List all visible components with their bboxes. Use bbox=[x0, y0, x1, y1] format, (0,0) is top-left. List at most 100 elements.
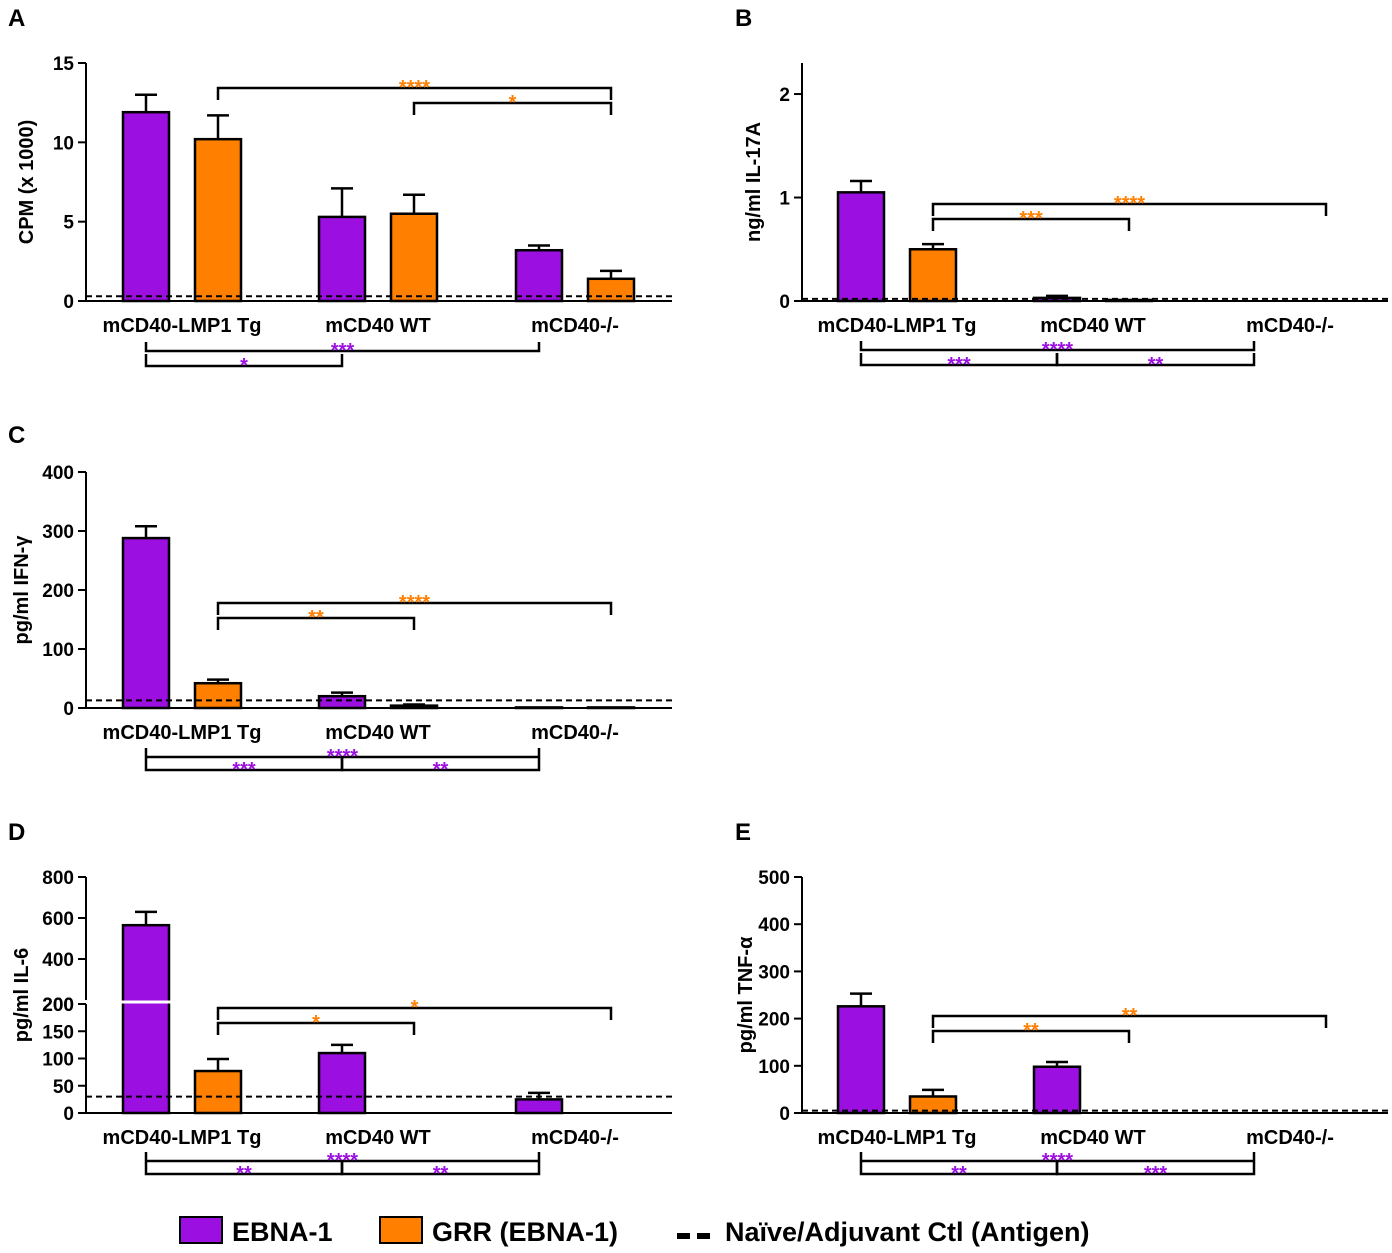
y-tick-label: 200 bbox=[42, 995, 74, 1016]
significance-bracket bbox=[931, 1029, 1131, 1043]
significance-label: * bbox=[312, 1012, 320, 1034]
significance-bracket bbox=[144, 354, 344, 368]
significance-label: *** bbox=[947, 354, 971, 376]
bar bbox=[389, 212, 439, 303]
significance-label: *** bbox=[232, 759, 256, 781]
y-tick-label: 10 bbox=[53, 133, 74, 154]
significance-label: **** bbox=[327, 746, 358, 768]
significance-label: **** bbox=[1114, 193, 1145, 215]
y-axis-label: CPM (x 1000) bbox=[16, 120, 38, 245]
bar bbox=[389, 704, 439, 710]
significance-label: * bbox=[240, 355, 248, 377]
significance-bracket bbox=[340, 1162, 541, 1176]
bar bbox=[1104, 298, 1154, 303]
significance-bracket bbox=[144, 748, 541, 759]
bar bbox=[317, 694, 367, 710]
category-label: mCD40 WT bbox=[325, 315, 431, 337]
y-tick-label: 2 bbox=[779, 85, 790, 106]
bar bbox=[586, 706, 636, 710]
y-tick-label: 400 bbox=[758, 915, 790, 936]
significance-bracket bbox=[412, 101, 613, 115]
panel-letter: D bbox=[8, 819, 25, 846]
bar bbox=[514, 706, 564, 710]
bar bbox=[908, 1095, 958, 1115]
significance-bracket bbox=[931, 217, 1131, 231]
significance-label: **** bbox=[1042, 339, 1073, 361]
bar bbox=[121, 536, 171, 710]
y-tick-label: 0 bbox=[779, 1104, 790, 1125]
y-axis-label: ng/ml IL-17A bbox=[743, 122, 765, 242]
significance-label: **** bbox=[327, 1150, 358, 1172]
panel-letter: A bbox=[8, 5, 25, 32]
panel-letter: B bbox=[735, 5, 752, 32]
y-tick-label: 100 bbox=[42, 1050, 74, 1071]
significance-label: ** bbox=[951, 1163, 967, 1185]
category-label: mCD40-/- bbox=[1246, 315, 1334, 337]
significance-bracket bbox=[931, 1014, 1328, 1028]
panel-b: B 0 1 2 ng/ml IL-17A mCD40-LMP1 Tg mCD40 WT mCD… bbox=[735, 5, 1388, 376]
category-label: mCD40-LMP1 Tg bbox=[103, 315, 262, 337]
legend-label-control: Naïve/Adjuvant Ctl (Antigen) bbox=[725, 1217, 1090, 1247]
category-label: mCD40-/- bbox=[1246, 1127, 1334, 1149]
y-axis-label: pg/ml TNF-α bbox=[735, 936, 757, 1053]
significance-bracket bbox=[216, 1006, 613, 1020]
bar bbox=[121, 923, 171, 1115]
y-tick-label: 300 bbox=[42, 522, 74, 543]
bar bbox=[514, 248, 564, 303]
panel-c: C 0 100 200 300 400 pg/ml IFN-γ mCD40-LMP1 Tg mC… bbox=[8, 422, 672, 781]
y-tick-label: 400 bbox=[42, 950, 74, 971]
significance-label: ** bbox=[433, 1163, 449, 1185]
bar bbox=[514, 1098, 564, 1115]
panel-letter: E bbox=[735, 819, 751, 846]
y-tick-label: 0 bbox=[779, 292, 790, 313]
y-tick-label: 200 bbox=[42, 581, 74, 602]
significance-bracket bbox=[931, 202, 1328, 216]
y-tick-label: 600 bbox=[42, 909, 74, 930]
significance-label: *** bbox=[1144, 1163, 1168, 1185]
significance-label: *** bbox=[1019, 208, 1043, 230]
y-axis-label: pg/ml IFN-γ bbox=[11, 535, 33, 645]
significance-bracket bbox=[1055, 1162, 1256, 1176]
y-tick-label: 300 bbox=[758, 962, 790, 983]
significance-label: **** bbox=[399, 77, 430, 99]
panel-letter: C bbox=[8, 422, 25, 449]
category-label: mCD40-/- bbox=[531, 315, 619, 337]
bar bbox=[193, 681, 243, 710]
category-label: mCD40-LMP1 Tg bbox=[818, 315, 977, 337]
legend-swatch-grr bbox=[379, 1216, 423, 1244]
y-tick-label: 200 bbox=[42, 995, 74, 1016]
bar bbox=[836, 1005, 886, 1115]
category-label: mCD40 WT bbox=[325, 722, 431, 744]
bar bbox=[836, 191, 886, 303]
bar bbox=[1032, 1065, 1082, 1115]
panel-e: E 0 100 200 300 400 500 pg/ml TNF-α mCD40-LMP1 T… bbox=[735, 819, 1388, 1185]
bar bbox=[193, 1069, 243, 1115]
significance-label: ** bbox=[1023, 1020, 1039, 1042]
significance-bracket bbox=[859, 341, 1256, 352]
bar bbox=[193, 137, 243, 303]
significance-bracket bbox=[216, 1021, 416, 1035]
significance-label: **** bbox=[399, 592, 430, 614]
significance-label: * bbox=[509, 92, 517, 114]
significance-label: ** bbox=[1148, 354, 1164, 376]
y-tick-label: 15 bbox=[53, 54, 75, 75]
significance-label: ** bbox=[1122, 1005, 1138, 1027]
significance-label: **** bbox=[1042, 1150, 1073, 1172]
significance-label: ** bbox=[308, 607, 324, 629]
y-tick-label: 0 bbox=[63, 1104, 74, 1125]
significance-bracket bbox=[859, 1152, 1256, 1163]
y-tick-label: 1 bbox=[779, 189, 790, 210]
bar bbox=[317, 215, 367, 303]
significance-bracket bbox=[340, 758, 541, 772]
significance-bracket bbox=[216, 601, 613, 615]
y-axis-label: pg/ml IL-6 bbox=[11, 948, 33, 1042]
category-label: mCD40-LMP1 Tg bbox=[103, 1127, 262, 1149]
y-tick-label: 100 bbox=[758, 1057, 790, 1078]
category-label: mCD40-LMP1 Tg bbox=[103, 722, 262, 744]
y-tick-label: 150 bbox=[42, 1022, 74, 1043]
category-label: mCD40 WT bbox=[1040, 1127, 1146, 1149]
y-tick-label: 0 bbox=[63, 292, 74, 313]
significance-label: *** bbox=[331, 340, 355, 362]
